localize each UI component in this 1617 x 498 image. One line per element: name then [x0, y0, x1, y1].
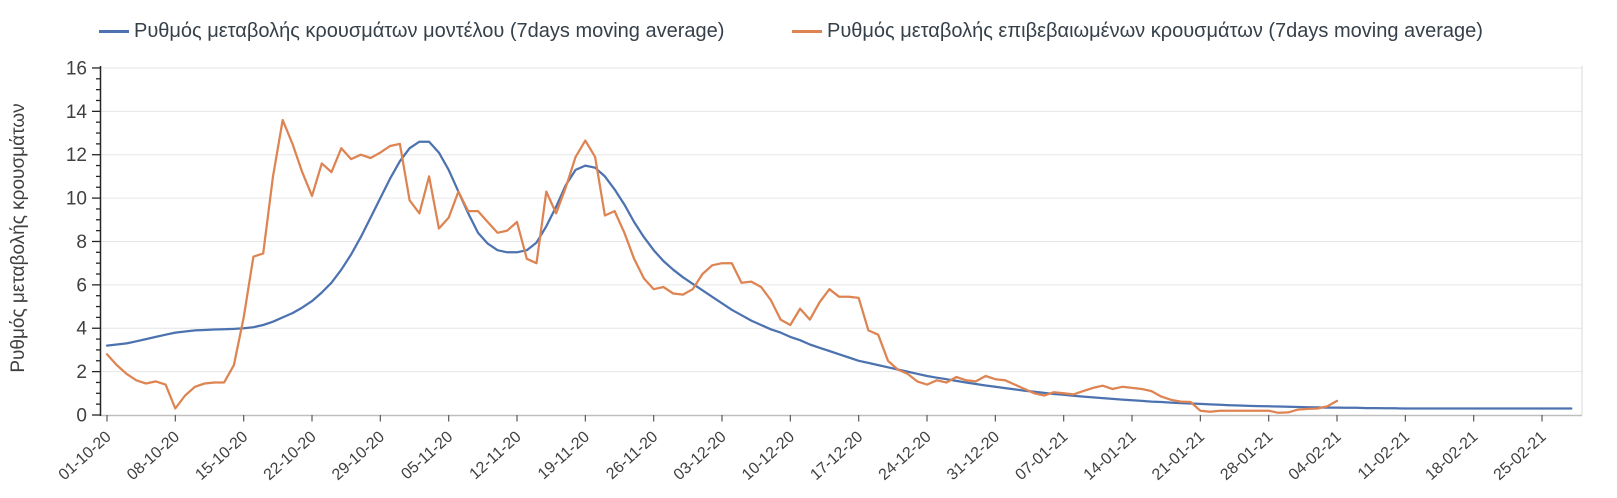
y-axis-title: Ρυθμός μεταβολής κρουσμάτων — [8, 103, 29, 373]
y-tick-label: 14 — [66, 102, 88, 123]
series-line-model — [105, 140, 1573, 410]
legend-item-model[interactable]: Ρυθμός μεταβολής κρουσμάτων μοντέλου (7d… — [99, 19, 724, 43]
x-tick-label: 01-10-20 — [56, 428, 115, 484]
x-tick-label: 29-10-20 — [329, 428, 388, 484]
y-tick-label: 16 — [66, 58, 87, 79]
x-tick-label: 08-10-20 — [124, 428, 183, 484]
y-tick-label: 6 — [76, 275, 87, 296]
x-tick-label: 17-12-20 — [807, 428, 866, 484]
x-tick-label: 21-01-21 — [1149, 428, 1208, 484]
y-gridlines — [100, 67, 1582, 373]
x-tick-label: 10-12-20 — [739, 428, 798, 484]
x-tick-label: 31-12-20 — [944, 428, 1003, 484]
y-tick-label: 8 — [76, 232, 87, 253]
x-tick-label: 03-12-20 — [671, 428, 730, 484]
x-tick-label: 19-11-20 — [535, 428, 593, 483]
x-tick-label: 05-11-20 — [398, 428, 456, 483]
x-tick-label: 24-12-20 — [876, 428, 935, 484]
legend-line-swatch-model — [99, 29, 129, 33]
y-axis: 0 2 4 6 8 10 12 14 16 — [66, 58, 102, 427]
legend-label-model: Ρυθμός μεταβολής κρουσμάτων μοντέλου (7d… — [134, 20, 725, 42]
x-tick-label: 04-02-21 — [1286, 428, 1345, 484]
x-tick-label: 28-01-21 — [1217, 428, 1276, 484]
x-tick-label: 07-01-21 — [1012, 428, 1071, 484]
y-tick-label: 10 — [66, 189, 87, 210]
y-tick-label: 0 — [76, 406, 87, 427]
series-line-confirmed — [105, 118, 1339, 414]
y-tick-label: 2 — [76, 362, 87, 383]
x-tick-label: 11-02-21 — [1355, 428, 1413, 483]
legend-item-confirmed[interactable]: Ρυθμός μεταβολής επιβεβαιωμένων κρουσμάτ… — [792, 19, 1483, 43]
x-tick-label: 26-11-20 — [603, 428, 661, 483]
x-tick-label: 25-02-21 — [1491, 428, 1550, 484]
x-tick-label: 15-10-20 — [192, 428, 251, 484]
x-tick-label: 12-11-20 — [467, 428, 525, 483]
y-tick-label: 4 — [76, 319, 87, 340]
x-tick-label: 22-10-20 — [261, 428, 320, 484]
x-tick-label: 14-01-21 — [1081, 428, 1140, 484]
legend-label-confirmed: Ρυθμός μεταβολής επιβεβαιωμένων κρουσμάτ… — [827, 20, 1483, 42]
x-axis: 01-10-20 08-10-20 15-10-20 22-10-20 29-10-20… — [56, 415, 1550, 484]
y-tick-label: 12 — [66, 145, 87, 166]
legend-line-swatch-confirmed — [792, 29, 822, 33]
x-tick-label: 18-02-21 — [1422, 428, 1481, 484]
